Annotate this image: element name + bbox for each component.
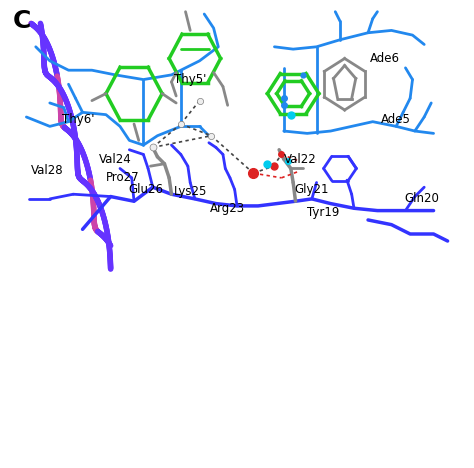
Text: C: C — [12, 9, 31, 33]
Text: Thy6': Thy6' — [62, 113, 94, 126]
Text: Val24: Val24 — [99, 153, 132, 166]
Text: Gln20: Gln20 — [404, 192, 439, 205]
Text: Ade5: Ade5 — [381, 113, 411, 126]
Text: Tyr19: Tyr19 — [308, 206, 340, 219]
Text: Thy5': Thy5' — [174, 73, 206, 86]
Text: Glu26: Glu26 — [128, 183, 163, 196]
Text: Val28: Val28 — [31, 164, 64, 177]
Text: Lys25: Lys25 — [173, 185, 207, 198]
Text: Ade6: Ade6 — [369, 52, 400, 65]
Text: Arg23: Arg23 — [210, 202, 245, 215]
Text: Pro27: Pro27 — [106, 171, 139, 184]
Text: Gly21: Gly21 — [295, 183, 329, 196]
Text: Val22: Val22 — [284, 153, 317, 166]
